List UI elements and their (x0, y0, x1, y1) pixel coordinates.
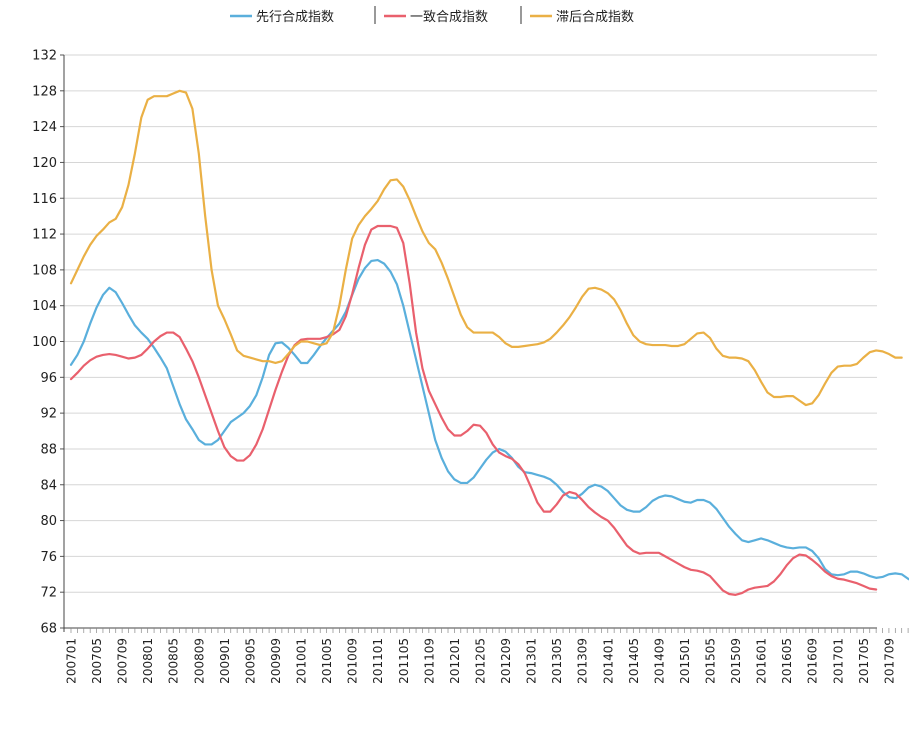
x-tick-label: 201101 (371, 638, 385, 684)
x-tick-label: 201709 (882, 638, 896, 684)
y-tick-label: 108 (32, 263, 57, 278)
x-tick-label: 200701 (65, 638, 79, 684)
x-tick-label: 201309 (576, 638, 590, 684)
legend-label: 一致合成指数 (410, 10, 488, 25)
x-tick-label: 201601 (755, 638, 769, 684)
y-tick-label: 88 (40, 442, 57, 457)
x-tick-label: 201705 (857, 638, 871, 684)
x-tick-label: 201105 (397, 638, 411, 684)
x-tick-label: 200909 (269, 638, 283, 684)
x-tick-label: 201305 (550, 638, 564, 684)
x-tick-label: 200805 (167, 638, 181, 684)
y-tick-label: 124 (32, 120, 57, 135)
legend: 先行合成指数 一致合成指数 滞后合成指数 (230, 6, 634, 25)
series-line-3 (69, 89, 903, 407)
y-tick-label: 84 (40, 478, 57, 493)
x-tick-label: 201209 (499, 638, 513, 684)
x-tick-label: 201501 (678, 638, 692, 684)
y-tick-label: 128 (32, 84, 57, 99)
x-tick-label: 201609 (806, 638, 820, 684)
x-tick-label: 201505 (704, 638, 718, 684)
x-tick-label: 201109 (422, 638, 436, 684)
y-tick-label: 104 (32, 299, 57, 314)
x-tick-label: 201801 (908, 638, 909, 684)
x-tick-label: 201509 (729, 638, 743, 684)
x-tick-label: 201205 (473, 638, 487, 684)
x-tick-label: 201009 (346, 638, 360, 684)
y-tick-label: 68 (40, 622, 57, 637)
legend-label: 滞后合成指数 (556, 10, 634, 25)
y-axis: 68 72 76 80 84 88 92 96 100 104 108 112 116 120 124 128… (32, 49, 65, 637)
x-tick-label: 201201 (448, 638, 462, 684)
x-tick-label: 201405 (627, 638, 641, 684)
y-tick-label: 96 (40, 371, 57, 386)
y-tick-label: 80 (40, 514, 57, 529)
x-tick-label: 200801 (141, 638, 155, 684)
y-tick-label: 116 (32, 192, 57, 207)
x-tick-label: 201001 (295, 638, 309, 684)
y-tick-label: 76 (40, 550, 57, 565)
x-axis: 200701 200705 200709 200801 200805 200809 2009… (64, 627, 909, 684)
x-tick-label: 201401 (601, 638, 615, 684)
series-line-2 (69, 224, 878, 596)
y-tick-label: 120 (32, 156, 57, 171)
y-tick-label: 72 (40, 586, 57, 601)
x-tick-label: 200705 (90, 638, 104, 684)
gridlines (64, 54, 877, 629)
x-tick-label: 201301 (525, 638, 539, 684)
x-tick-label: 201605 (780, 638, 794, 684)
x-tick-label: 200809 (192, 638, 206, 684)
series-line-1 (69, 258, 909, 581)
y-tick-label: 132 (32, 49, 57, 64)
legend-label: 先行合成指数 (256, 10, 334, 25)
y-tick-label: 112 (32, 228, 57, 243)
y-tick-label: 92 (40, 407, 57, 422)
x-tick-label: 200905 (243, 638, 257, 684)
x-tick-label: 201005 (320, 638, 334, 684)
x-tick-label: 200709 (116, 638, 130, 684)
x-tick-label: 201701 (831, 638, 845, 684)
x-tick-label: 200901 (218, 638, 232, 684)
y-tick-label: 100 (32, 335, 57, 350)
series-lines (69, 89, 909, 596)
x-tick-label: 201409 (652, 638, 666, 684)
